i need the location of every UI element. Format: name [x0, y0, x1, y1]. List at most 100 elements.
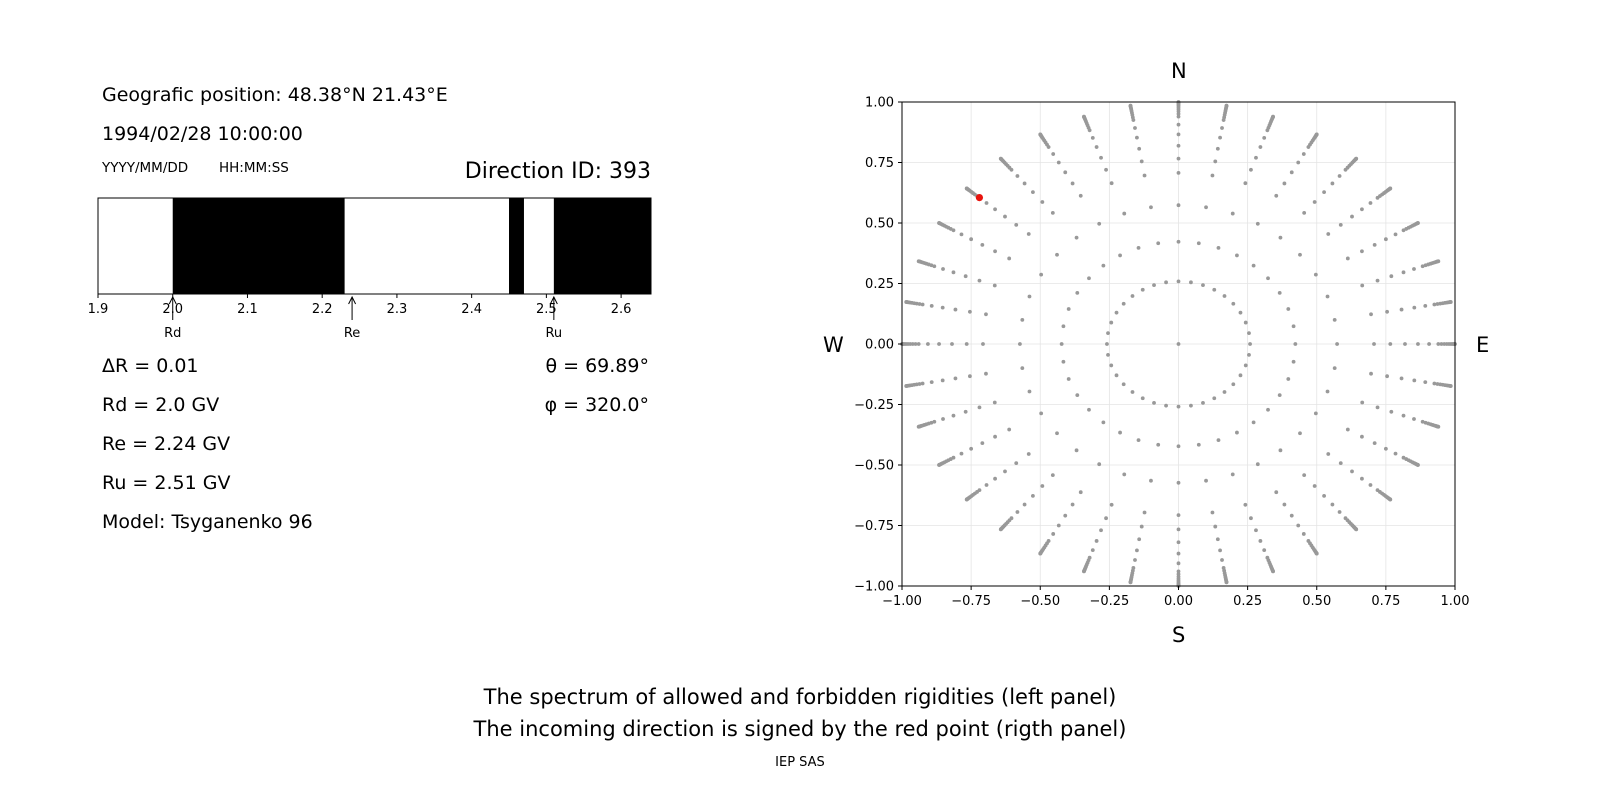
direction-point [932, 419, 937, 424]
direction-point [920, 302, 925, 307]
direction-point [1007, 427, 1012, 432]
direction-point [969, 237, 974, 242]
direction-point [1360, 434, 1364, 439]
direction-point [1401, 270, 1406, 275]
direction-point [1140, 396, 1145, 401]
direction-point [1354, 527, 1359, 532]
direction-point [1360, 249, 1364, 254]
direction-point [1296, 160, 1301, 165]
direction-point [1224, 580, 1229, 585]
direction-point [1231, 301, 1236, 306]
direction-point [1345, 427, 1350, 432]
direction-point [984, 312, 988, 317]
direction-point [1176, 551, 1181, 556]
ru-value: Ru = 2.51 GV [102, 472, 231, 494]
direction-point [1291, 359, 1296, 364]
direction-point [1122, 472, 1127, 477]
y-tick-label-3: −0.25 [854, 398, 894, 413]
direction-point [1393, 451, 1398, 456]
direction-point [937, 221, 941, 225]
direction-point [1201, 400, 1205, 405]
direction-point [1099, 155, 1103, 160]
x-tick-label-0: −1.00 [882, 594, 922, 609]
direction-point [1313, 272, 1318, 277]
direction-point [1213, 159, 1218, 164]
spectrum-markers: Rd Re Ru [164, 295, 562, 341]
direction-point [1176, 342, 1181, 346]
date-format-label: YYYY/MM/DD [102, 160, 189, 176]
direction-point [1278, 448, 1283, 453]
direction-point [1140, 287, 1145, 292]
direction-point [1389, 274, 1394, 279]
direction-point [1423, 304, 1428, 308]
direction-point [929, 380, 934, 384]
direction-point [1018, 342, 1022, 346]
direction-point [1050, 473, 1055, 477]
direction-point [1176, 513, 1181, 518]
direction-point [1156, 442, 1161, 447]
direction-point [932, 264, 937, 269]
direction-point [1050, 211, 1055, 215]
direction-point [1314, 551, 1319, 556]
direction-point [1196, 442, 1201, 447]
direction-point [1094, 539, 1099, 543]
spectrum-tick-label-7: 2.6 [611, 302, 632, 317]
direction-point [963, 409, 968, 414]
direction-point [959, 232, 964, 237]
direction-point [1439, 342, 1444, 346]
direction-point [1097, 462, 1102, 467]
forbidden-band-1 [509, 198, 524, 294]
x-tick-label-7: 0.75 [1371, 594, 1400, 609]
compass-east: E [1476, 333, 1490, 357]
direction-point [1189, 403, 1193, 408]
spectrum-tick-label-5: 2.4 [461, 302, 482, 317]
direction-point [1248, 342, 1252, 346]
direction-point [977, 405, 982, 410]
direction-point [1061, 359, 1066, 364]
direction-point [1152, 283, 1156, 288]
direction-point [1296, 523, 1301, 528]
direction-point [1094, 145, 1099, 149]
spectrum-frame [97, 197, 652, 295]
direction-point [1101, 263, 1106, 268]
compass-north: N [1171, 59, 1187, 83]
direction-point [1337, 174, 1342, 178]
direction-point [1133, 558, 1137, 562]
x-tick-label-3: −0.25 [1089, 594, 1129, 609]
direction-point [1230, 472, 1235, 477]
direction-point [1385, 374, 1389, 379]
direction-point [929, 304, 934, 308]
direction-point [937, 342, 941, 346]
direction-point [968, 374, 972, 379]
direction-point [1436, 259, 1441, 264]
spectrum-tick-label-4: 2.3 [387, 302, 408, 317]
forbidden-band-2 [553, 198, 651, 294]
direction-point [1372, 342, 1376, 346]
direction-point [1230, 211, 1235, 216]
direction-point [917, 382, 922, 386]
direction-point [992, 400, 997, 405]
spectrum-tick-label-6: 2.5 [536, 302, 557, 317]
direction-point [1216, 245, 1221, 250]
direction-point [1216, 438, 1221, 443]
direction-point [1122, 211, 1127, 216]
direction-point [1164, 403, 1168, 408]
direction-point [1301, 152, 1306, 156]
direction-point [1350, 214, 1354, 219]
direction-point [920, 381, 925, 386]
direction-point [1135, 135, 1139, 140]
x-tick-label-5: 0.25 [1233, 594, 1262, 609]
direction-point [984, 483, 989, 487]
direction-point [1137, 146, 1142, 151]
direction-point [1063, 170, 1068, 175]
x-tick-label-6: 0.50 [1302, 594, 1331, 609]
direction-point [1235, 430, 1239, 435]
direction-point [1388, 497, 1393, 502]
direction-point [963, 274, 968, 279]
direction-point [1061, 324, 1066, 329]
x-tick-label-2: −0.50 [1020, 594, 1060, 609]
direction-point [1293, 342, 1298, 346]
direction-point [1298, 252, 1302, 257]
y-tick-label-4: 0.00 [865, 338, 894, 353]
re-value: Re = 2.24 GV [102, 433, 231, 455]
